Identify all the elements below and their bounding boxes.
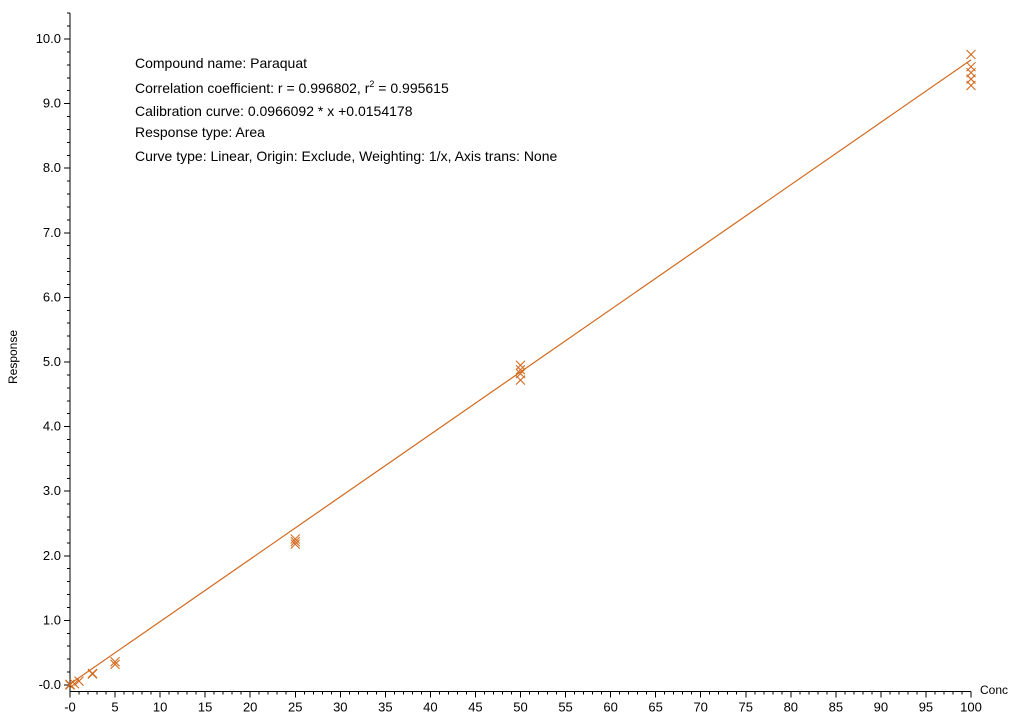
y-axis-title: Response — [6, 330, 20, 384]
x-tick-label: 35 — [378, 699, 392, 714]
data-point — [290, 539, 301, 550]
x-tick-label: 25 — [288, 699, 302, 714]
x-tick-label: 95 — [919, 699, 933, 714]
y-tick-label: 5.0 — [43, 354, 61, 369]
y-tick-label: 3.0 — [43, 483, 61, 498]
data-point — [65, 679, 75, 690]
calibration-fit-line — [69, 59, 972, 685]
data-point — [966, 49, 976, 60]
data-point — [290, 534, 301, 544]
y-tick-label: 2.0 — [43, 548, 61, 563]
annotation-compound: Compound name: Paraquat — [135, 55, 307, 71]
x-tick-label: 50 — [513, 699, 527, 714]
x-tick-label: 80 — [784, 699, 798, 714]
y-tick-label: -0.0 — [39, 677, 61, 692]
data-points — [65, 49, 976, 690]
x-tick-label: 40 — [423, 699, 437, 714]
x-tick-label: 30 — [333, 699, 347, 714]
data-point — [69, 678, 80, 689]
annotation-correlation-prefix: Correlation coefficient: r = 0.996802, r — [135, 80, 370, 96]
y-tick-label: 7.0 — [43, 225, 61, 240]
y-tick-label: 6.0 — [43, 289, 61, 304]
x-tick-label: 60 — [603, 699, 617, 714]
x-tick-label: 15 — [198, 699, 212, 714]
data-point — [515, 368, 526, 379]
x-tick-label: 5 — [111, 699, 118, 714]
annotation-correlation-suffix: = 0.995615 — [374, 80, 449, 96]
annotation-calibration: Calibration curve: 0.0966092 * x +0.0154… — [135, 103, 413, 119]
x-tick-label: 45 — [468, 699, 482, 714]
x-tick-label: 70 — [693, 699, 707, 714]
x-tick-label: 55 — [558, 699, 572, 714]
x-tick-label: 75 — [739, 699, 753, 714]
x-axis-title: Conc — [980, 683, 1008, 697]
annotation-curve-type: Curve type: Linear, Origin: Exclude, Wei… — [135, 148, 557, 164]
y-tick-label: 10.0 — [36, 31, 61, 46]
y-tick-label: 8.0 — [43, 160, 61, 175]
calibration-fit-group — [69, 59, 972, 685]
data-point — [966, 61, 976, 72]
data-point — [110, 656, 120, 667]
data-point — [74, 676, 84, 687]
x-tick-label: 90 — [874, 699, 888, 714]
data-point — [515, 360, 526, 371]
data-point — [515, 364, 526, 375]
annotation-block: Compound name: Paraquat Correlation coef… — [135, 55, 557, 164]
data-point — [87, 668, 98, 679]
y-tick-label: 1.0 — [43, 612, 61, 627]
annotation-correlation: Correlation coefficient: r = 0.996802, r… — [135, 79, 449, 96]
x-tick-label: 65 — [648, 699, 662, 714]
x-tick-label: 10 — [153, 699, 167, 714]
x-tick-label: -0 — [64, 699, 76, 714]
axis-ticks: -0.0 1.0 2.0 3.0 4.0 5.0 6.0 7.0 8.0 9.0 10.0 -0 5 10… — [36, 12, 982, 714]
data-point — [290, 536, 301, 547]
x-tick-label: 20 — [243, 699, 257, 714]
annotation-response-type: Response type: Area — [135, 124, 265, 140]
y-tick-label: 4.0 — [43, 419, 61, 434]
y-tick-label: 9.0 — [43, 96, 61, 111]
x-tick-label: 100 — [960, 699, 982, 714]
annotation-correlation-sup: 2 — [369, 79, 374, 89]
x-tick-label: 85 — [829, 699, 843, 714]
data-point — [110, 659, 120, 670]
